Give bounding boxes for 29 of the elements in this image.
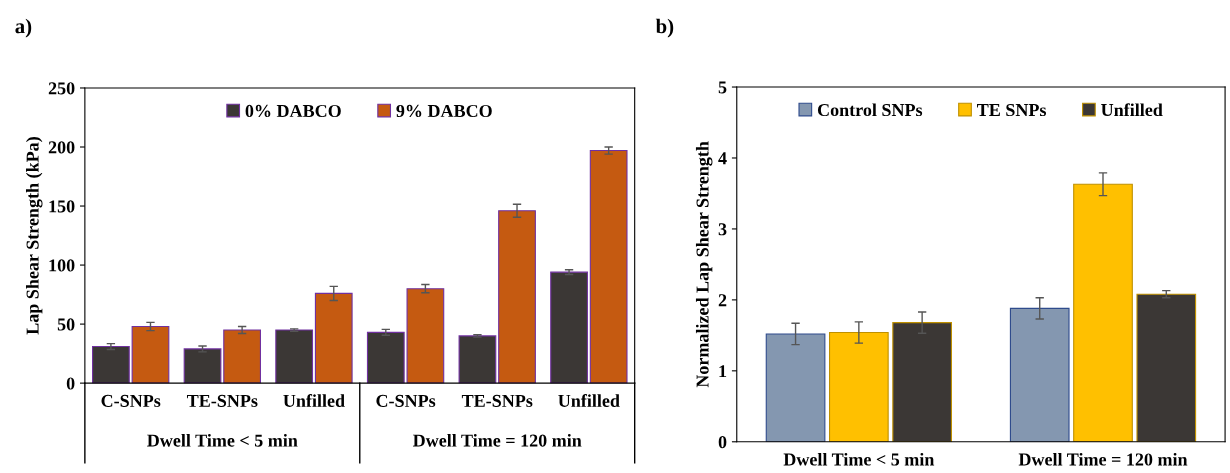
y-tick-label: 100 xyxy=(49,259,75,272)
x-tick-label: TE-SNPs xyxy=(461,394,533,407)
y-tick-label: 250 xyxy=(48,82,75,95)
y-tick-label: 5 xyxy=(718,81,727,94)
legend-label: Control SNPs xyxy=(817,103,923,117)
legend-label: Unfilled xyxy=(1101,103,1163,117)
y-tick-label: 150 xyxy=(49,200,75,213)
y-tick-label: 0 xyxy=(718,436,727,449)
y-tick-label: 200 xyxy=(48,141,75,154)
legend-label: 9% DABCO xyxy=(396,104,492,118)
legend-label: TE SNPs xyxy=(977,103,1047,117)
chart-title: b) xyxy=(655,18,674,38)
y-axis-title: Lap Shear Strength (kPa) xyxy=(25,137,43,335)
y-tick-label: 2 xyxy=(718,294,727,307)
y-tick-label: 0 xyxy=(66,377,75,390)
x-tick-label: C-SNPs xyxy=(376,394,436,407)
y-tick-label: 50 xyxy=(57,318,75,331)
y-axis-title: Normalized Lap Shear Strength xyxy=(695,141,713,388)
text: Dwell Time < 5 min xyxy=(147,433,298,447)
legend-label: 0% DABCO xyxy=(245,104,341,118)
x-tick-label: TE-SNPs xyxy=(186,394,258,407)
chart-title: a) xyxy=(15,18,32,38)
x-tick-label: Unfilled xyxy=(558,394,620,407)
y-tick-label: 1 xyxy=(719,365,727,378)
y-tick-label: 4 xyxy=(718,152,727,165)
text: Dwell Time = 120 min xyxy=(412,433,582,447)
x-tick-label: Unfilled xyxy=(283,394,345,407)
y-tick-label: 3 xyxy=(718,223,727,236)
x-tick-label: C-SNPs xyxy=(101,394,161,407)
